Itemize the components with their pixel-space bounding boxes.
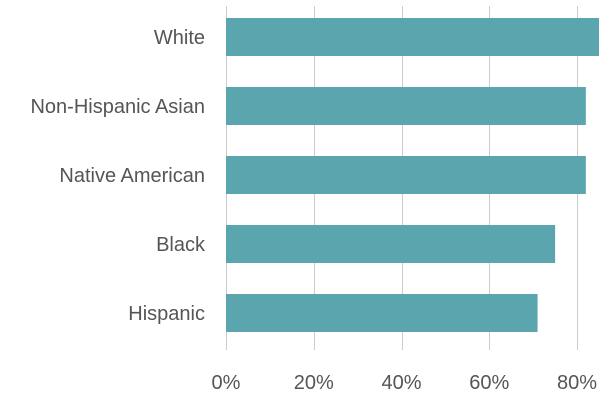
bar [226,225,556,263]
x-tick-label: 20% [294,372,334,394]
category-labels: White Non-Hispanic Asian Native American Bl… [30,27,206,325]
x-tick-labels: 0% 20% 40% 60% 80% [212,372,598,394]
bar [226,18,599,56]
category-label: Hispanic [128,303,205,325]
x-tick-label: 0% [212,372,241,394]
bar [226,156,586,194]
x-tick-label: 40% [382,372,422,394]
bar [226,294,538,332]
category-label: Native American [59,165,205,187]
category-label: Non-Hispanic Asian [30,96,205,118]
category-label: Black [156,234,206,256]
bars [226,18,599,332]
x-tick-label: 80% [557,372,597,394]
x-tick-label: 60% [469,372,509,394]
category-label: White [154,27,205,49]
bar [226,87,586,125]
